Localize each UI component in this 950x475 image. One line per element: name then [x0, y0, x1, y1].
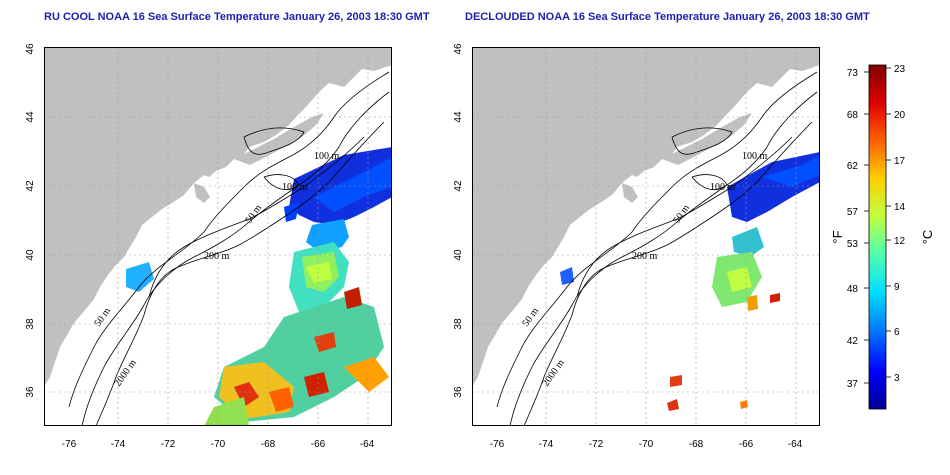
nova-scotia	[234, 113, 324, 165]
colorbar-gradient	[868, 64, 887, 410]
svg-text:-76: -76	[490, 439, 505, 450]
fahrenheit-label: °F	[830, 230, 845, 243]
right-map-title: DECLOUDED NOAA 16 Sea Surface Temperatur…	[465, 11, 870, 23]
y-tick-labels-left: 36 38 40 42 44 46	[25, 43, 36, 398]
svg-text:36: 36	[453, 386, 464, 398]
svg-text:9: 9	[894, 282, 900, 293]
svg-text:3: 3	[894, 373, 900, 384]
svg-text:46: 46	[25, 43, 36, 55]
svg-text:48: 48	[847, 284, 859, 295]
svg-text:6: 6	[894, 327, 900, 338]
sst-patches	[126, 147, 392, 426]
svg-text:-70: -70	[639, 439, 654, 450]
svg-text:-68: -68	[261, 439, 276, 450]
svg-text:20: 20	[894, 110, 906, 121]
svg-text:100 m: 100 m	[314, 151, 340, 162]
svg-text:37: 37	[847, 379, 859, 390]
svg-text:17: 17	[894, 156, 906, 167]
sst-map-declouded: 100 m 100 m 50 m 200 m 50 m 2000 m	[472, 47, 820, 426]
svg-text:42: 42	[453, 180, 464, 192]
svg-text:200 m: 200 m	[204, 251, 230, 262]
bathymetry-contours	[68, 71, 390, 426]
svg-text:38: 38	[453, 318, 464, 330]
land-mass	[472, 47, 820, 387]
colorbar-c-ticks: 23 20 17 14 12 9 6 3	[894, 64, 906, 384]
svg-text:100 m: 100 m	[710, 182, 736, 193]
land-mass	[44, 47, 392, 387]
svg-text:38: 38	[25, 318, 36, 330]
left-axes: -76 -74 -72 -70 -68 -66 -64 36 38 40 42 …	[25, 43, 375, 450]
svg-text:14: 14	[894, 202, 906, 213]
svg-text:62: 62	[847, 161, 859, 172]
svg-text:-74: -74	[539, 439, 554, 450]
svg-text:-76: -76	[62, 439, 77, 450]
bathymetry-contours	[496, 71, 818, 426]
colorbar-tick-marks	[864, 67, 891, 384]
svg-text:-72: -72	[589, 439, 604, 450]
graticule	[472, 47, 820, 426]
svg-text:36: 36	[25, 386, 36, 398]
svg-text:40: 40	[25, 249, 36, 261]
sst-map-raw: 100 m 100 m 50 m 200 m 50 m 2000 m	[44, 47, 392, 426]
sst-patches	[560, 152, 820, 411]
svg-text:12: 12	[894, 236, 906, 247]
svg-text:-72: -72	[161, 439, 176, 450]
x-tick-labels-right: -76 -74 -72 -70 -68 -66 -64	[490, 439, 803, 450]
svg-text:-66: -66	[739, 439, 754, 450]
svg-text:44: 44	[25, 111, 36, 123]
svg-text:-66: -66	[311, 439, 326, 450]
svg-text:40: 40	[453, 249, 464, 261]
y-tick-labels-right: 36 38 40 42 44 46	[453, 43, 464, 398]
svg-text:-64: -64	[360, 439, 375, 450]
svg-text:44: 44	[453, 111, 464, 123]
cape-cod	[622, 183, 638, 203]
cape-cod	[194, 183, 210, 203]
nova-scotia	[662, 113, 752, 165]
svg-text:53: 53	[847, 239, 859, 250]
svg-text:42: 42	[25, 180, 36, 192]
x-tick-labels-left: -76 -74 -72 -70 -68 -66 -64	[62, 439, 375, 450]
svg-text:57: 57	[847, 207, 859, 218]
right-axes: -76 -74 -72 -70 -68 -66 -64 36 38 40 42 …	[453, 43, 803, 450]
svg-text:-68: -68	[689, 439, 704, 450]
svg-text:42: 42	[847, 336, 859, 347]
svg-text:100 m: 100 m	[282, 182, 308, 193]
colorbar-f-ticks: 73 68 62 57 53 48 42 37	[847, 68, 859, 390]
svg-text:-64: -64	[788, 439, 803, 450]
svg-text:46: 46	[453, 43, 464, 55]
svg-text:23: 23	[894, 64, 906, 75]
svg-text:200 m: 200 m	[632, 251, 658, 262]
svg-text:100 m: 100 m	[742, 151, 768, 162]
svg-text:68: 68	[847, 110, 859, 121]
celsius-label: °C	[920, 230, 935, 245]
svg-text:-70: -70	[211, 439, 226, 450]
temperature-colorbar: 73 68 62 57 53 48 42 37 23 20 17 14 12 9…	[830, 64, 935, 410]
graticule	[44, 47, 392, 426]
svg-text:73: 73	[847, 68, 859, 79]
svg-text:-74: -74	[111, 439, 126, 450]
left-map-title: RU COOL NOAA 16 Sea Surface Temperature …	[44, 11, 430, 23]
